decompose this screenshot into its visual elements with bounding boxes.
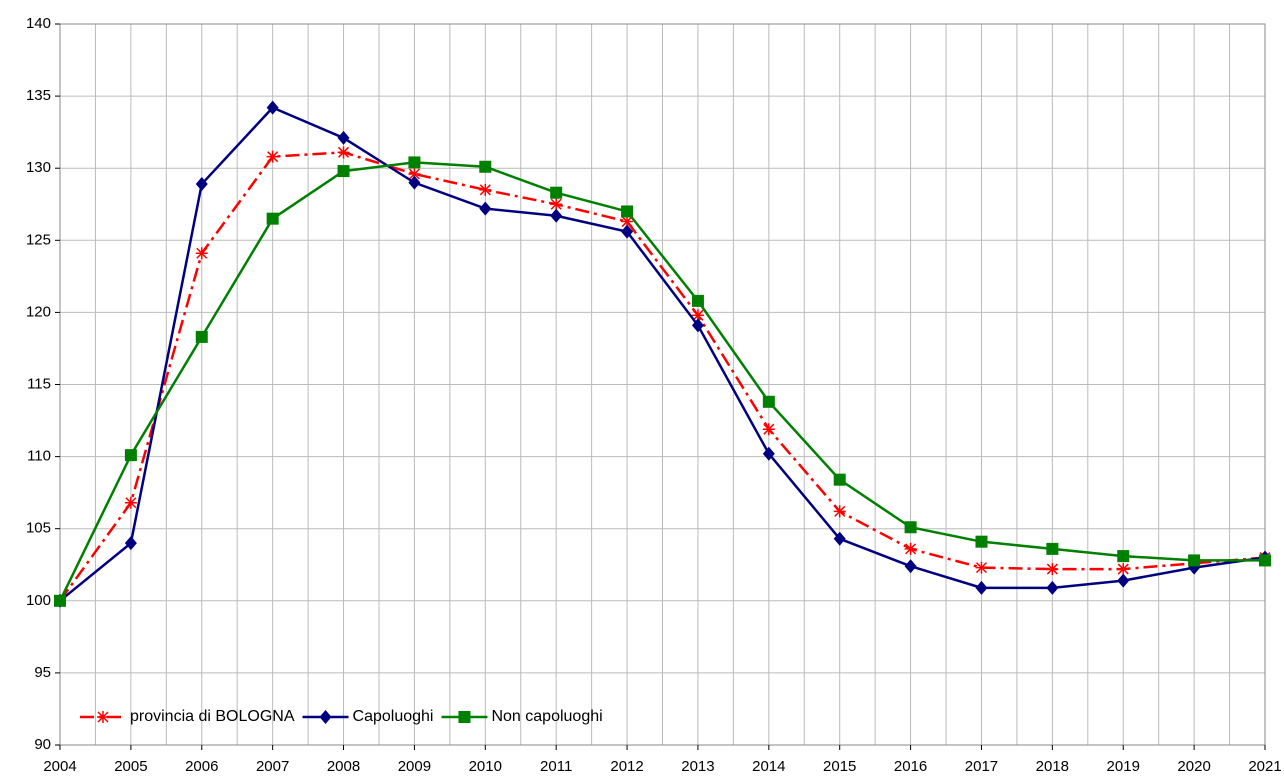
marker — [550, 186, 563, 199]
x-tick-label: 2018 — [1036, 758, 1069, 775]
x-tick-label: 2020 — [1177, 758, 1210, 775]
marker — [124, 496, 137, 509]
marker — [975, 561, 988, 574]
marker — [337, 146, 350, 159]
legend-label: Capoluoghi — [353, 708, 434, 725]
x-tick-label: 2004 — [43, 758, 76, 775]
y-tick-label: 115 — [27, 375, 51, 392]
legend-marker — [458, 711, 471, 723]
marker — [621, 205, 634, 218]
marker — [621, 224, 634, 239]
marker — [904, 559, 917, 574]
marker — [195, 177, 208, 192]
marker — [266, 150, 279, 163]
marker — [1046, 580, 1059, 595]
y-tick-label: 90 — [34, 736, 51, 753]
marker — [1117, 573, 1130, 588]
marker — [124, 536, 137, 551]
y-tick-label: 100 — [26, 592, 51, 609]
series-line — [58, 161, 1265, 602]
marker — [833, 505, 846, 518]
series-line — [58, 151, 1266, 602]
marker — [904, 542, 917, 555]
x-tick-label: 2017 — [965, 758, 998, 775]
marker — [1117, 563, 1130, 576]
x-tick-label: 2010 — [469, 758, 502, 775]
marker — [124, 449, 137, 462]
marker — [1046, 563, 1059, 576]
legend-marker — [319, 710, 332, 724]
x-tick-label: 2008 — [327, 758, 360, 775]
marker — [337, 130, 350, 145]
marker — [479, 201, 492, 216]
x-tick-label: 2019 — [1107, 758, 1140, 775]
marker — [762, 423, 775, 436]
x-tick-label: 2013 — [681, 758, 714, 775]
marker — [691, 294, 704, 307]
x-tick-label: 2014 — [752, 758, 785, 775]
marker — [762, 395, 775, 408]
series-line — [59, 106, 1266, 602]
marker — [833, 473, 846, 486]
marker — [1259, 554, 1271, 567]
legend-marker — [97, 711, 109, 723]
legend-label: Non capoluoghi — [491, 708, 602, 725]
x-tick-label: 2009 — [398, 758, 431, 775]
marker — [408, 175, 421, 190]
x-tick-label: 2016 — [894, 758, 927, 775]
y-tick-label: 125 — [26, 231, 51, 248]
y-tick-label: 140 — [26, 15, 51, 32]
marker — [762, 446, 775, 461]
y-tick-label: 95 — [34, 664, 51, 681]
marker — [479, 183, 492, 196]
x-tick-label: 2021 — [1248, 758, 1281, 775]
marker — [550, 208, 563, 223]
marker — [691, 309, 704, 322]
x-tick-label: 2007 — [256, 758, 289, 775]
marker — [266, 212, 279, 225]
marker — [337, 165, 350, 178]
marker — [833, 531, 846, 546]
marker — [54, 594, 66, 607]
marker — [975, 535, 988, 548]
marker — [1117, 550, 1130, 563]
x-tick-label: 2005 — [114, 758, 147, 775]
marker — [408, 167, 421, 180]
y-tick-label: 135 — [26, 87, 51, 104]
y-tick-label: 105 — [26, 520, 51, 537]
marker — [479, 160, 492, 173]
marker — [195, 247, 208, 260]
marker — [266, 100, 279, 115]
marker — [550, 198, 563, 211]
marker — [1046, 542, 1059, 555]
marker — [1188, 554, 1201, 567]
y-tick-label: 110 — [27, 448, 51, 465]
marker — [975, 580, 988, 595]
x-tick-label: 2011 — [540, 758, 572, 775]
x-tick-label: 2012 — [610, 758, 643, 775]
marker — [904, 521, 917, 534]
marker — [408, 156, 421, 169]
y-tick-label: 130 — [26, 159, 51, 176]
legend-label: provincia di BOLOGNA — [130, 708, 295, 725]
marker — [621, 215, 634, 228]
x-tick-label: 2006 — [185, 758, 218, 775]
x-tick-label: 2015 — [823, 758, 856, 775]
marker — [195, 330, 208, 343]
marker — [691, 318, 704, 333]
y-tick-label: 120 — [26, 303, 51, 320]
